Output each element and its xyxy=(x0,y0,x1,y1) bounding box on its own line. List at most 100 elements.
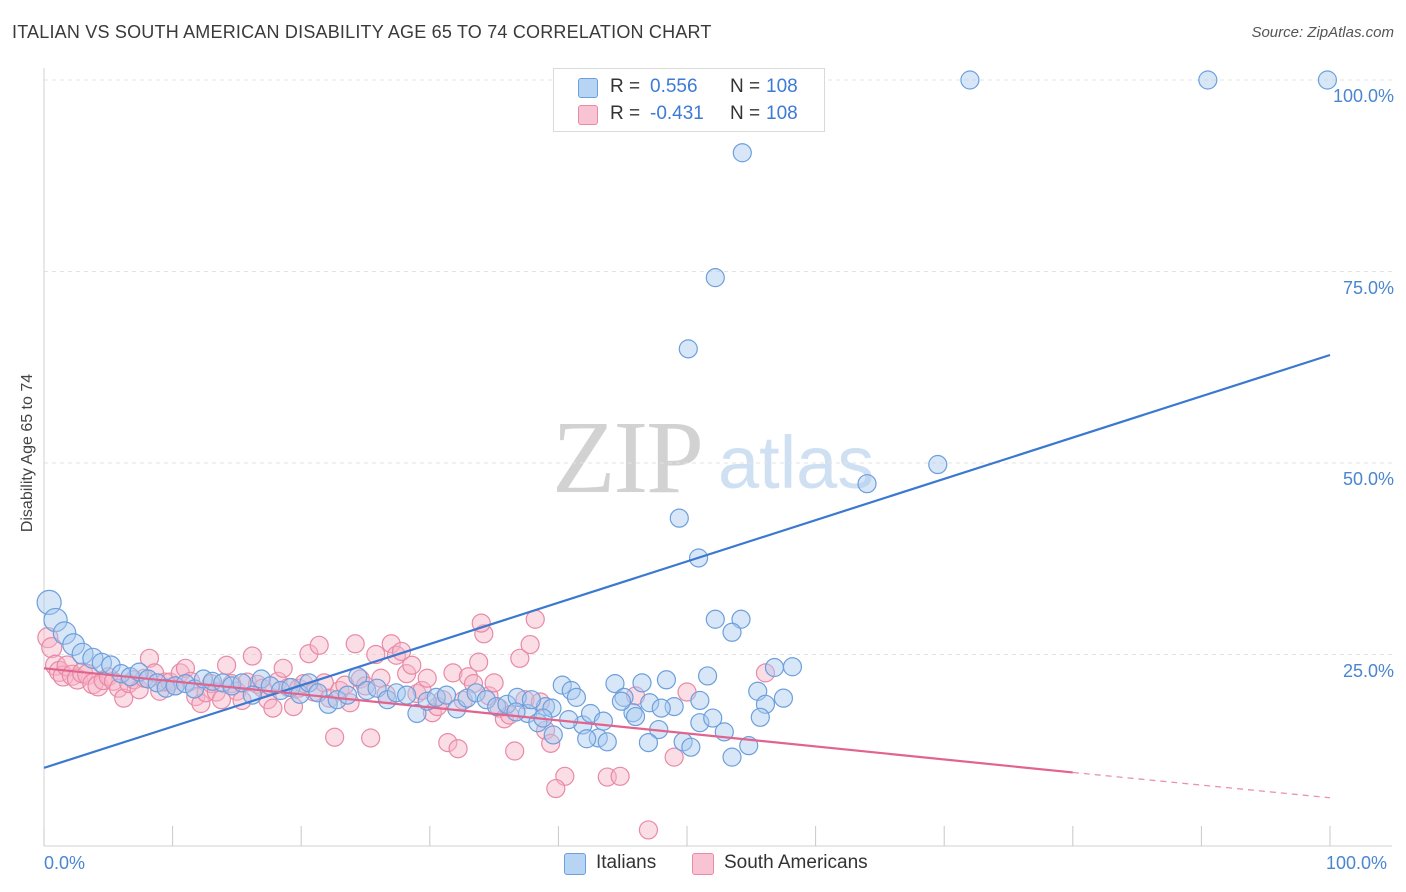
source-label: Source: ZipAtlas.com xyxy=(1251,24,1394,41)
point-south-americans xyxy=(471,613,491,633)
axes xyxy=(43,68,1392,847)
point-south-americans xyxy=(242,646,262,666)
point-south-americans xyxy=(283,696,304,717)
point-italians xyxy=(543,725,563,745)
point-italians xyxy=(507,687,527,707)
point-italians xyxy=(337,685,358,705)
point-south-americans xyxy=(443,663,463,683)
point-south-americans xyxy=(546,778,566,799)
y-tick-label: 25.0% xyxy=(1342,660,1394,681)
point-italians xyxy=(436,685,457,705)
point-italians xyxy=(638,732,659,753)
trend-line-south-americans-extrapolated xyxy=(1072,771,1331,799)
legend: R = 0.556 N = 108 R = -0.431 N = 108 xyxy=(553,68,825,132)
point-italians xyxy=(566,687,587,707)
point-italians xyxy=(678,339,698,359)
point-italians xyxy=(669,508,689,528)
italians-points xyxy=(36,70,1338,767)
point-italians xyxy=(690,713,710,733)
point-italians xyxy=(62,633,85,656)
point-italians xyxy=(681,737,701,757)
chart-title: ITALIAN VS SOUTH AMERICAN DISABILITY AGE… xyxy=(12,22,712,42)
x-tick-label-max: 100.0% xyxy=(1326,853,1388,873)
point-south-americans xyxy=(610,766,630,786)
point-italians xyxy=(476,690,496,710)
point-italians xyxy=(764,657,785,678)
point-south-americans xyxy=(263,698,283,718)
point-south-americans xyxy=(638,820,659,840)
legend-r-label: R = xyxy=(610,76,641,97)
legend-n-value: 108 xyxy=(766,76,798,97)
point-south-americans xyxy=(417,668,437,688)
trend-lines xyxy=(43,353,1331,799)
legend-r-label: R = xyxy=(610,103,641,124)
point-italians xyxy=(43,607,68,633)
point-italians xyxy=(605,674,625,694)
point-south-americans xyxy=(139,648,160,668)
point-italians xyxy=(52,621,77,645)
gridlines xyxy=(44,79,1392,655)
point-south-americans xyxy=(448,739,468,759)
point-italians xyxy=(722,747,742,767)
point-italians xyxy=(71,642,94,665)
legend-n-label: N = xyxy=(730,76,761,97)
trend-line-italians xyxy=(43,353,1331,769)
point-italians xyxy=(782,657,803,677)
point-italians xyxy=(732,143,752,163)
y-tick-label: 50.0% xyxy=(1342,469,1394,489)
point-italians xyxy=(597,732,617,752)
point-italians xyxy=(651,698,671,718)
legend-swatch-italians xyxy=(578,78,598,98)
point-south-americans xyxy=(402,655,422,675)
point-italians xyxy=(690,690,710,711)
point-south-americans xyxy=(41,637,63,659)
point-south-americans xyxy=(345,634,365,654)
point-italians xyxy=(457,688,477,708)
point-south-americans xyxy=(325,727,345,747)
point-italians xyxy=(640,693,660,713)
point-italians xyxy=(703,708,723,728)
point-italians xyxy=(960,70,980,90)
point-south-americans xyxy=(108,678,129,698)
point-italians xyxy=(773,688,794,708)
point-italians xyxy=(722,622,742,642)
point-italians xyxy=(1198,70,1218,90)
point-south-americans xyxy=(484,673,504,693)
legend-r-value: 0.556 xyxy=(650,76,698,97)
point-italians xyxy=(407,703,427,724)
point-south-americans xyxy=(510,648,530,668)
point-italians xyxy=(731,609,751,629)
point-italians xyxy=(857,474,877,494)
y-tick-label: 75.0% xyxy=(1342,277,1394,298)
trend-line-south-americans xyxy=(43,667,1073,774)
point-south-americans xyxy=(93,670,113,691)
point-italians xyxy=(705,609,725,629)
bottom-legend-swatch-south-americans xyxy=(692,853,714,875)
point-south-americans xyxy=(211,690,232,710)
point-south-americans xyxy=(273,658,293,678)
point-south-americans xyxy=(309,635,329,655)
bottom-legend-label: South Americans xyxy=(724,852,868,873)
point-south-americans xyxy=(520,634,540,655)
x-tick-label-min: 0.0% xyxy=(44,853,86,873)
point-south-americans xyxy=(217,655,237,675)
point-italians xyxy=(593,711,614,731)
point-italians xyxy=(552,675,572,695)
point-italians xyxy=(656,670,677,690)
legend-n-value: 108 xyxy=(766,103,798,124)
point-south-americans xyxy=(381,634,401,654)
legend-r-value: -0.431 xyxy=(650,103,704,124)
point-italians xyxy=(625,706,646,727)
point-south-americans xyxy=(438,732,458,753)
point-south-americans xyxy=(391,641,412,662)
point-italians xyxy=(928,454,948,475)
point-italians xyxy=(397,685,417,705)
point-south-americans xyxy=(755,663,776,683)
point-italians xyxy=(611,691,632,711)
point-south-americans xyxy=(469,652,489,672)
point-south-americans xyxy=(407,683,427,704)
bottom-legend-swatch-italians xyxy=(564,853,586,875)
point-south-americans xyxy=(361,728,381,748)
point-italians xyxy=(750,707,770,727)
